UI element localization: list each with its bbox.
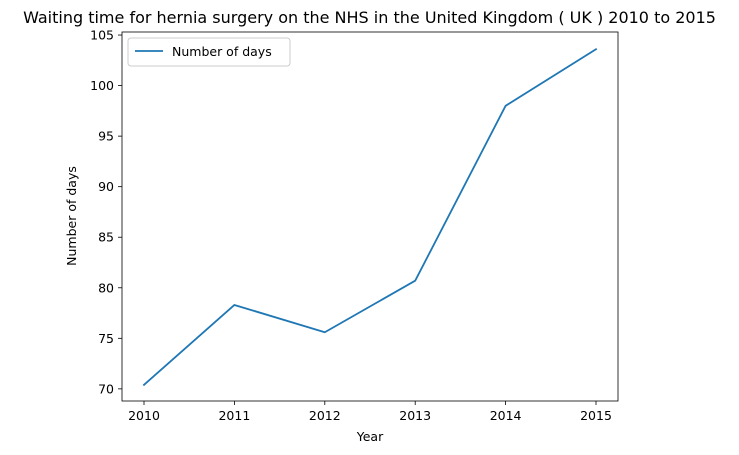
- x-tick-label: 2013: [399, 408, 431, 423]
- y-tick-label: 105: [90, 28, 114, 43]
- y-tick-label: 80: [98, 280, 114, 295]
- series-layer: [142, 47, 598, 387]
- y-axis-ticks: 70 75 80 85 90 95 100 105: [90, 28, 122, 396]
- y-tick-label: 90: [98, 179, 114, 194]
- y-tick-label: 95: [98, 129, 114, 144]
- y-tick-label: 70: [98, 381, 114, 396]
- x-tick-label: 2011: [218, 408, 250, 423]
- series-line-number-of-days: [142, 47, 598, 387]
- x-axis-ticks: 2010 2011 2012 2013 2014 2015: [128, 401, 612, 423]
- y-tick-label: 75: [98, 331, 114, 346]
- y-tick-label: 85: [98, 230, 114, 245]
- x-tick-label: 2012: [309, 408, 341, 423]
- y-axis-label: Number of days: [64, 166, 79, 266]
- x-tick-label: 2010: [128, 408, 160, 423]
- y-tick-label: 100: [90, 78, 114, 93]
- legend: Number of days: [127, 37, 291, 67]
- plot-area: [121, 31, 619, 402]
- x-tick-label: 2015: [580, 408, 612, 423]
- legend-entry-number-of-days: Number of days: [172, 44, 272, 59]
- legend-box: [127, 37, 291, 67]
- x-axis-label: Year: [356, 429, 384, 444]
- chart-title: Waiting time for hernia surgery on the N…: [23, 8, 716, 27]
- x-tick-label: 2014: [490, 408, 522, 423]
